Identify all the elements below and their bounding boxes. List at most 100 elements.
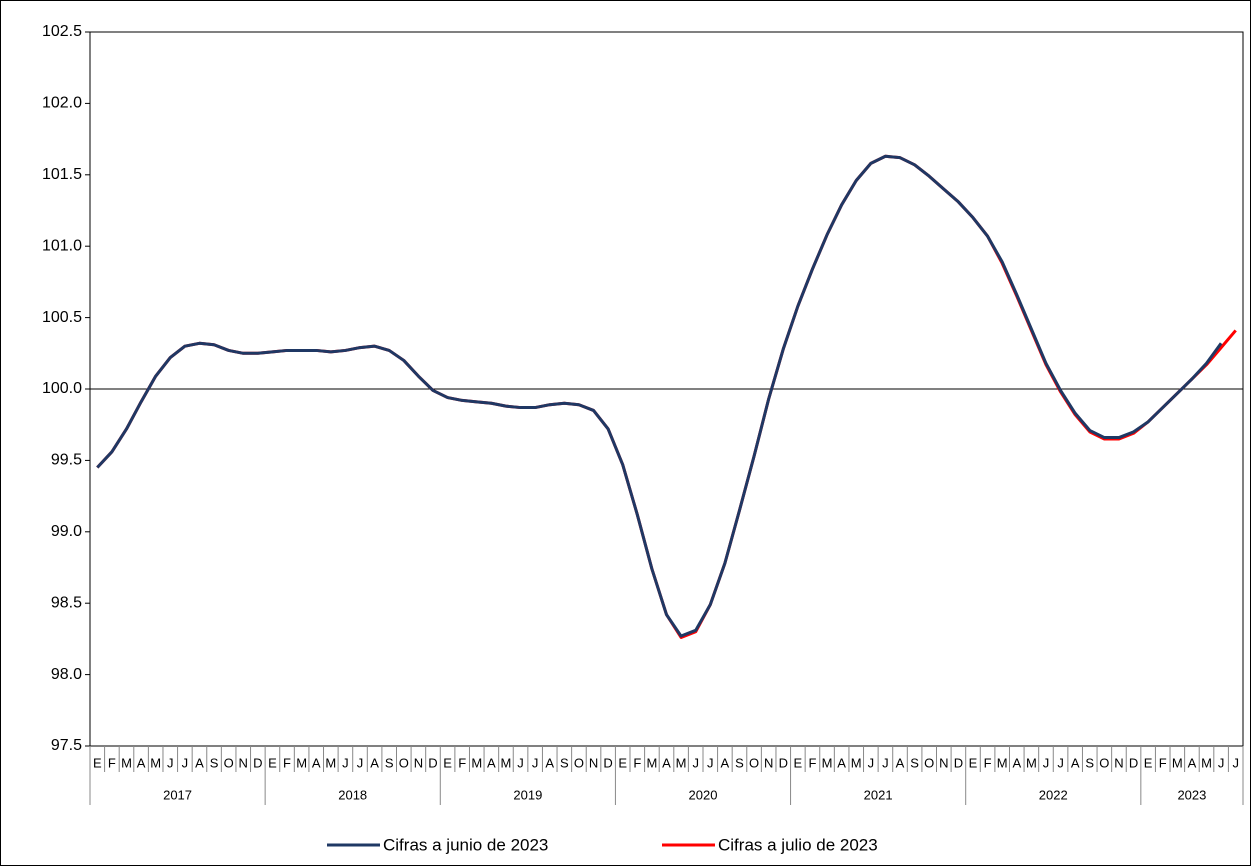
- legend-label: Cifras a julio de 2023: [718, 835, 878, 854]
- x-tick-label: J: [357, 755, 364, 770]
- x-tick-label: A: [662, 755, 671, 770]
- x-tick-label: D: [1129, 755, 1138, 770]
- x-tick-label: A: [1188, 755, 1197, 770]
- x-tick-label: A: [487, 755, 496, 770]
- year-label: 2023: [1177, 787, 1206, 802]
- x-tick-label: N: [239, 755, 248, 770]
- y-tick-label: 99.5: [51, 452, 82, 469]
- year-label: 2021: [864, 787, 893, 802]
- x-tick-label: N: [1114, 755, 1123, 770]
- y-tick-label: 98.0: [51, 666, 82, 683]
- x-tick-label: O: [224, 755, 234, 770]
- x-tick-label: A: [312, 755, 321, 770]
- x-tick-label: N: [764, 755, 773, 770]
- x-tick-label: M: [471, 755, 482, 770]
- x-tick-label: O: [399, 755, 409, 770]
- x-tick-label: N: [414, 755, 423, 770]
- x-tick-label: O: [749, 755, 759, 770]
- x-tick-label: F: [458, 755, 466, 770]
- y-tick-label: 102.0: [42, 95, 82, 112]
- y-tick-label: 97.5: [51, 737, 82, 754]
- x-tick-label: S: [1085, 755, 1094, 770]
- x-tick-label: E: [93, 755, 102, 770]
- x-tick-label: M: [1172, 755, 1183, 770]
- x-tick-label: J: [1043, 755, 1050, 770]
- x-tick-label: D: [954, 755, 963, 770]
- x-tick-label: A: [721, 755, 730, 770]
- x-tick-label: A: [837, 755, 846, 770]
- y-tick-label: 102.5: [42, 23, 82, 40]
- y-tick-label: 98.5: [51, 594, 82, 611]
- y-tick-label: 100.5: [42, 309, 82, 326]
- x-tick-label: A: [195, 755, 204, 770]
- x-tick-label: S: [385, 755, 394, 770]
- x-tick-label: M: [997, 755, 1008, 770]
- x-tick-label: J: [532, 755, 539, 770]
- x-tick-label: J: [167, 755, 174, 770]
- x-tick-label: D: [428, 755, 437, 770]
- series-line: [96, 154, 1223, 638]
- x-tick-label: E: [794, 755, 803, 770]
- y-tick-label: 99.0: [51, 523, 82, 540]
- x-tick-label: A: [896, 755, 905, 770]
- x-tick-label: J: [342, 755, 349, 770]
- x-tick-label: A: [137, 755, 146, 770]
- x-tick-label: E: [618, 755, 627, 770]
- x-tick-label: A: [370, 755, 379, 770]
- year-label: 2022: [1039, 787, 1068, 802]
- x-tick-label: E: [1144, 755, 1153, 770]
- year-label: 2020: [689, 787, 718, 802]
- y-tick-label: 101.0: [42, 237, 82, 254]
- x-tick-label: J: [1218, 755, 1225, 770]
- x-tick-label: M: [676, 755, 687, 770]
- x-tick-label: M: [501, 755, 512, 770]
- x-tick-label: J: [707, 755, 714, 770]
- x-tick-label: E: [443, 755, 452, 770]
- x-tick-label: N: [589, 755, 598, 770]
- year-label: 2019: [513, 787, 542, 802]
- x-tick-label: J: [517, 755, 524, 770]
- x-tick-label: J: [1232, 755, 1239, 770]
- x-tick-label: E: [969, 755, 978, 770]
- x-tick-label: S: [910, 755, 919, 770]
- x-tick-label: S: [560, 755, 569, 770]
- x-tick-label: M: [296, 755, 307, 770]
- x-tick-label: M: [851, 755, 862, 770]
- year-label: 2017: [163, 787, 192, 802]
- x-tick-label: J: [1057, 755, 1064, 770]
- x-tick-label: A: [1012, 755, 1021, 770]
- x-tick-label: O: [924, 755, 934, 770]
- x-tick-label: A: [1071, 755, 1080, 770]
- x-tick-label: M: [150, 755, 161, 770]
- x-tick-label: D: [603, 755, 612, 770]
- x-tick-label: F: [1159, 755, 1167, 770]
- x-tick-label: J: [182, 755, 189, 770]
- x-tick-label: M: [121, 755, 132, 770]
- y-tick-label: 101.5: [42, 166, 82, 183]
- x-tick-label: M: [646, 755, 657, 770]
- x-tick-label: F: [984, 755, 992, 770]
- x-tick-label: J: [882, 755, 889, 770]
- x-tick-label: M: [822, 755, 833, 770]
- x-tick-label: F: [108, 755, 116, 770]
- x-tick-label: D: [779, 755, 788, 770]
- x-tick-label: M: [325, 755, 336, 770]
- x-tick-label: F: [283, 755, 291, 770]
- x-tick-label: J: [692, 755, 699, 770]
- x-tick-label: O: [574, 755, 584, 770]
- x-tick-label: N: [939, 755, 948, 770]
- x-tick-label: J: [868, 755, 875, 770]
- year-label: 2018: [338, 787, 367, 802]
- legend-label: Cifras a junio de 2023: [383, 835, 548, 854]
- x-tick-label: S: [735, 755, 744, 770]
- x-tick-label: A: [545, 755, 554, 770]
- x-tick-label: O: [1099, 755, 1109, 770]
- x-tick-label: M: [1026, 755, 1037, 770]
- x-tick-label: F: [633, 755, 641, 770]
- x-tick-label: F: [808, 755, 816, 770]
- x-tick-label: E: [268, 755, 277, 770]
- x-tick-label: M: [1201, 755, 1212, 770]
- x-tick-label: S: [210, 755, 219, 770]
